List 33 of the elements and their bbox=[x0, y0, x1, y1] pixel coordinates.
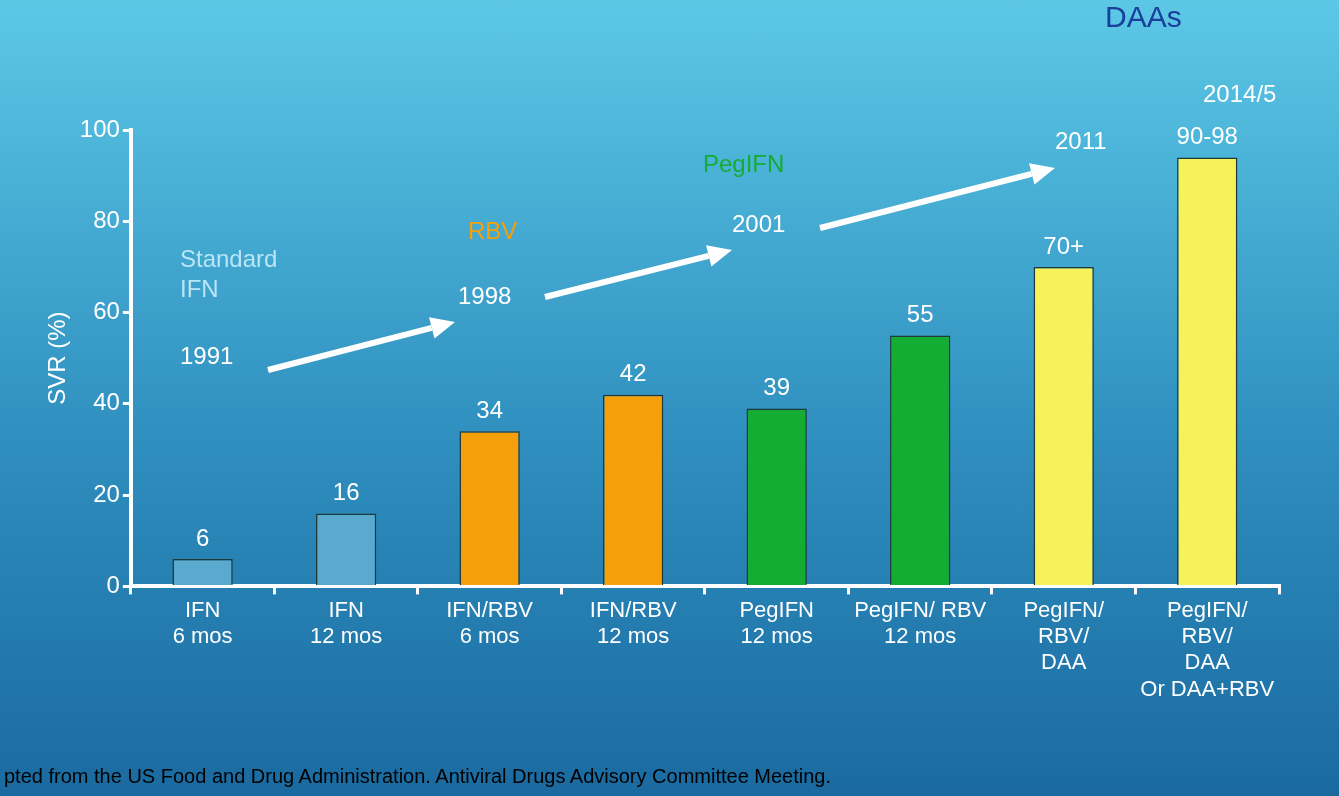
y-tick-label: 20 bbox=[93, 479, 120, 507]
y-tick-label: 40 bbox=[93, 388, 120, 416]
data-label: 90-98 bbox=[1176, 122, 1238, 150]
annotation: 1991 bbox=[180, 341, 234, 371]
text: DAAs bbox=[1105, 0, 1182, 35]
data-label: 39 bbox=[763, 373, 791, 401]
y-tick-label: 60 bbox=[93, 297, 120, 325]
x-tick-label: PegIFN/ RBV/ DAA bbox=[1023, 596, 1105, 675]
x-tick-label: PegIFN/ RBV 12 mos bbox=[854, 596, 987, 649]
x-tick-label: IFN/RBV 12 mos bbox=[589, 596, 677, 649]
data-label: 34 bbox=[476, 395, 503, 423]
annotation: 1998 bbox=[458, 281, 512, 311]
data-label: 55 bbox=[906, 300, 934, 328]
text: 2014/5 bbox=[1203, 79, 1277, 109]
data-label: 16 bbox=[332, 478, 360, 505]
x-tick-label: IFN/RBV 6 mos bbox=[446, 596, 534, 649]
y-axis-title: SVR (%) bbox=[43, 311, 71, 405]
data-label: 42 bbox=[619, 359, 647, 387]
y-tick-label: 80 bbox=[93, 205, 120, 233]
data-label: 70+ bbox=[1043, 231, 1085, 259]
y-tick-label: 0 bbox=[106, 571, 120, 599]
annotation: 2001 bbox=[732, 209, 786, 239]
x-tick-label: PegIFN/ RBV/ DAA Or DAA+RBV bbox=[1140, 596, 1275, 701]
annotation: 2011 bbox=[1055, 126, 1107, 156]
x-tick-label: IFN 12 mos bbox=[310, 596, 383, 649]
text: pted from the US Food and Drug Administration. Antiviral Drugs Advisory Committee Meeting. bbox=[4, 764, 832, 789]
y-tick-label: 100 bbox=[79, 114, 120, 142]
data-label: 6 bbox=[195, 523, 210, 551]
annotation: PegIFN bbox=[703, 149, 785, 179]
annotation: Standard IFN bbox=[180, 244, 278, 304]
annotation: RBV bbox=[468, 216, 518, 246]
x-tick-label: PegIFN 12 mos bbox=[739, 596, 814, 649]
x-tick-label: IFN 6 mos bbox=[172, 596, 233, 649]
